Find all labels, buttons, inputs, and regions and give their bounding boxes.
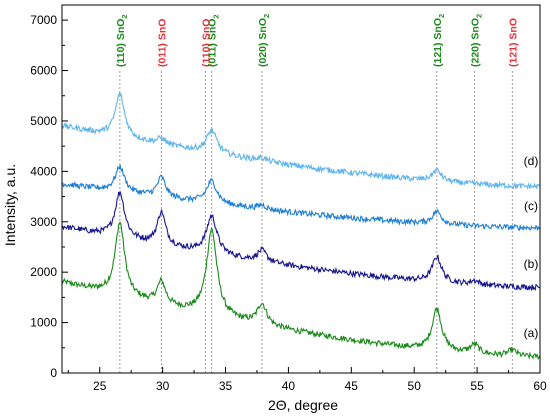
y-tick-label: 2000	[30, 265, 57, 279]
y-tick-label: 7000	[30, 13, 57, 27]
series-line-a	[61, 221, 541, 361]
curve-label-b: (b)	[524, 257, 539, 271]
x-tick-label: 60	[533, 379, 547, 393]
peak-label-0: (110) SnO2	[115, 14, 129, 67]
x-axis-label: 2Θ, degree	[268, 397, 338, 413]
y-tick-label: 4000	[30, 164, 57, 178]
y-tick-label: 1000	[30, 316, 57, 330]
y-tick-label: 3000	[30, 215, 57, 229]
y-tick-label: 0	[50, 366, 57, 380]
y-axis-label: Intensity, a.u.	[2, 164, 18, 246]
curves	[61, 91, 541, 361]
x-tick-label: 45	[345, 379, 359, 393]
plot-border	[61, 4, 541, 374]
peak-label-7: (121) SnO	[507, 18, 519, 67]
x-tick-label: 25	[93, 379, 107, 393]
x-tick-label: 55	[470, 379, 484, 393]
curve-label-a: (a)	[524, 326, 539, 340]
x-tick-label: 50	[408, 379, 422, 393]
curve-label-d: (d)	[524, 154, 539, 168]
peak-label-5: (121) SnO2	[432, 14, 446, 67]
peak-label-6: (220) SnO2	[470, 14, 484, 67]
peak-label-3: (011) SnO2	[207, 14, 221, 67]
series-line-c	[61, 164, 541, 231]
axis-ticks: 25 30 35 40 45 50 55 60 0 1000 2000 3000 4000 5000 600…	[30, 13, 547, 393]
series-line-b	[61, 190, 540, 292]
reference-lines	[119, 70, 513, 373]
series-line-d	[61, 91, 540, 190]
plot-frame	[61, 4, 541, 374]
x-tick-label: 30	[156, 379, 170, 393]
curve-label-c: (c)	[524, 199, 538, 213]
y-tick-label: 6000	[30, 64, 57, 78]
x-tick-label: 35	[219, 379, 233, 393]
annotations: (110) SnO2 (011) SnO (110) SnO(011) SnO2 (0…	[115, 14, 538, 340]
y-tick-label: 5000	[30, 114, 57, 128]
peak-label-1: (011) SnO	[156, 19, 168, 67]
peak-label-2: (110) SnO	[200, 19, 212, 67]
peak-label-4: (020) SnO2	[257, 14, 271, 67]
x-tick-label: 40	[282, 379, 296, 393]
